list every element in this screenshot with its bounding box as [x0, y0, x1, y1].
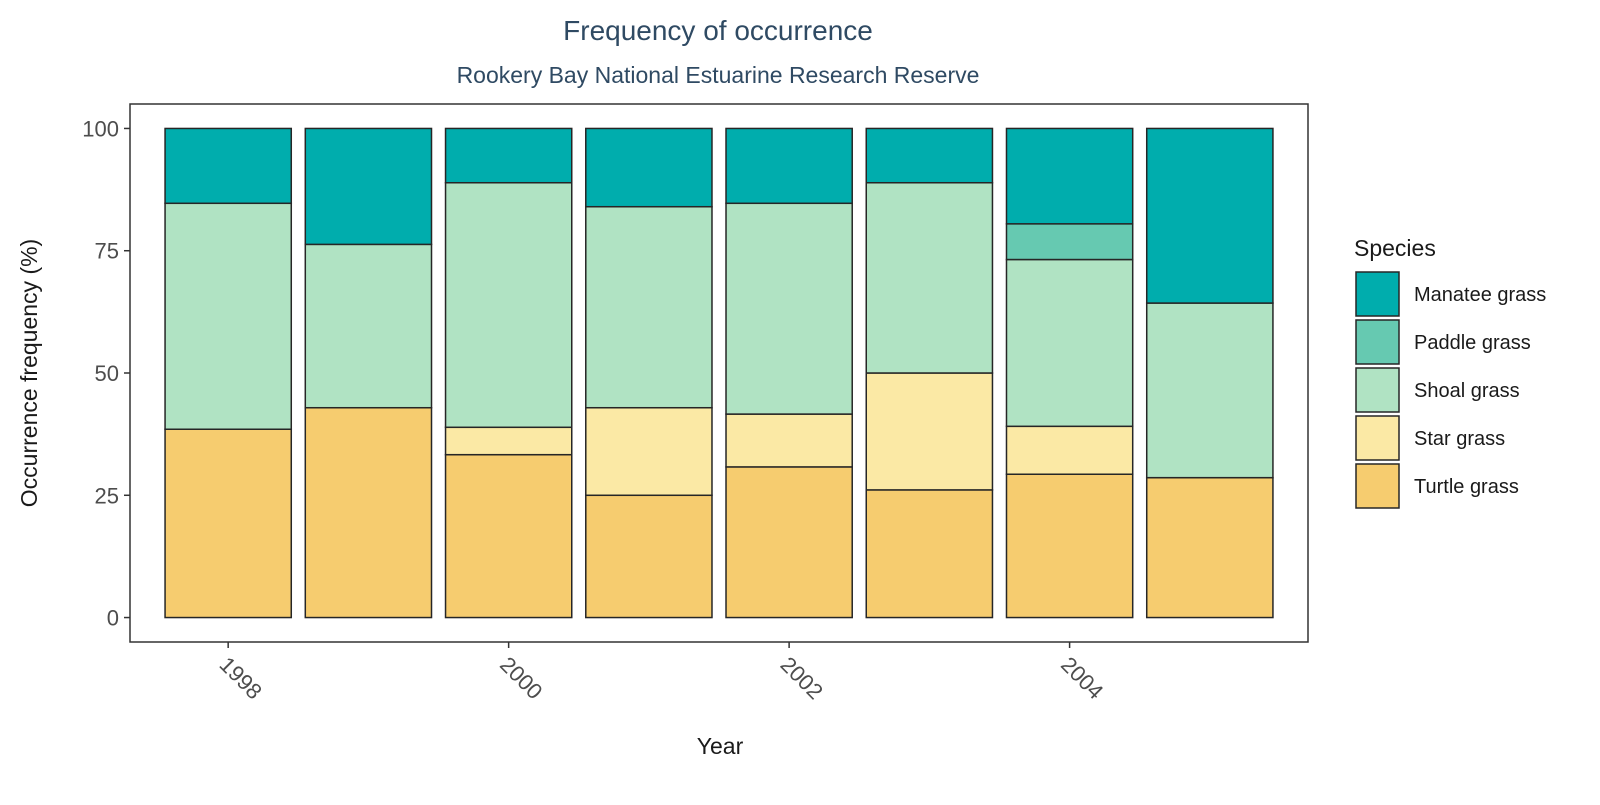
x-tick-label: 2004: [1056, 652, 1108, 704]
x-axis: 1998 2000 2002 2004: [215, 642, 1108, 704]
y-axis-title: Occurrence frequency (%): [16, 239, 42, 507]
bar-2005-turtle-grass: [1145, 476, 1274, 619]
bar-2001-manatee-grass: [585, 127, 713, 208]
bar-2000-star-grass: [444, 426, 573, 456]
bar-2001-shoal-grass: [585, 205, 713, 409]
bar-1999-turtle-grass: [304, 406, 433, 619]
y-tick-label: 50: [95, 361, 119, 386]
bar-2003-shoal-grass: [865, 181, 994, 374]
bar-1999-manatee-grass: [304, 127, 433, 246]
legend-key-star-grass: [1355, 415, 1400, 461]
legend-label-paddle-grass: Paddle grass: [1414, 332, 1531, 354]
bar-2000-turtle-grass: [444, 453, 573, 619]
bar-2004-star-grass: [1005, 425, 1134, 475]
bar-2000-shoal-grass: [444, 181, 573, 429]
bar-2004-manatee-grass: [1005, 127, 1134, 225]
legend-title: Species: [1354, 235, 1436, 261]
x-tick-label: 1998: [215, 652, 267, 704]
bars-layer: [164, 127, 1274, 619]
bar-2002-manatee-grass: [725, 127, 853, 205]
bar-1998-turtle-grass: [164, 428, 293, 619]
y-tick-label: 75: [95, 239, 119, 264]
legend-key-paddle-grass: [1355, 319, 1400, 365]
bar-2004-paddle-grass: [1005, 223, 1134, 261]
legend-key-shoal-grass: [1355, 367, 1400, 413]
bar-2003-turtle-grass: [865, 489, 994, 619]
bar-2002-star-grass: [725, 413, 853, 468]
legend-label-shoal-grass: Shoal grass: [1414, 380, 1520, 402]
legend-key-manatee-grass: [1355, 271, 1400, 317]
legend: Species Manatee grass Paddle grass Shoal g…: [1354, 235, 1546, 509]
y-tick-label: 25: [95, 483, 119, 508]
legend-label-manatee-grass: Manatee grass: [1414, 284, 1546, 306]
bar-2004-turtle-grass: [1005, 473, 1134, 619]
x-tick-label: 2000: [495, 652, 547, 704]
x-axis-title: Year: [697, 733, 744, 759]
bar-1999-shoal-grass: [304, 243, 433, 409]
bar-2004-shoal-grass: [1005, 258, 1134, 428]
bar-2003-manatee-grass: [865, 127, 994, 184]
chart-subtitle: Rookery Bay National Estuarine Research …: [457, 62, 980, 88]
bar-2003-star-grass: [865, 372, 994, 491]
y-tick-label: 100: [82, 116, 119, 141]
y-tick-label: 0: [107, 606, 119, 631]
legend-label-turtle-grass: Turtle grass: [1414, 476, 1519, 498]
bar-2005-shoal-grass: [1145, 302, 1274, 479]
bar-2001-turtle-grass: [585, 494, 713, 619]
y-axis: 0 25 50 75 100: [82, 116, 130, 631]
bar-2002-turtle-grass: [725, 466, 853, 619]
legend-key-turtle-grass: [1355, 463, 1400, 509]
bar-1998-shoal-grass: [164, 202, 293, 430]
legend-label-star-grass: Star grass: [1414, 428, 1505, 450]
chart-title: Frequency of occurrence: [563, 15, 873, 46]
bar-2000-manatee-grass: [444, 127, 573, 184]
bar-1998-manatee-grass: [164, 127, 293, 205]
x-tick-label: 2002: [776, 652, 828, 704]
bar-2002-shoal-grass: [725, 202, 853, 415]
bar-2005-manatee-grass: [1145, 127, 1274, 304]
bar-2001-star-grass: [585, 406, 713, 497]
